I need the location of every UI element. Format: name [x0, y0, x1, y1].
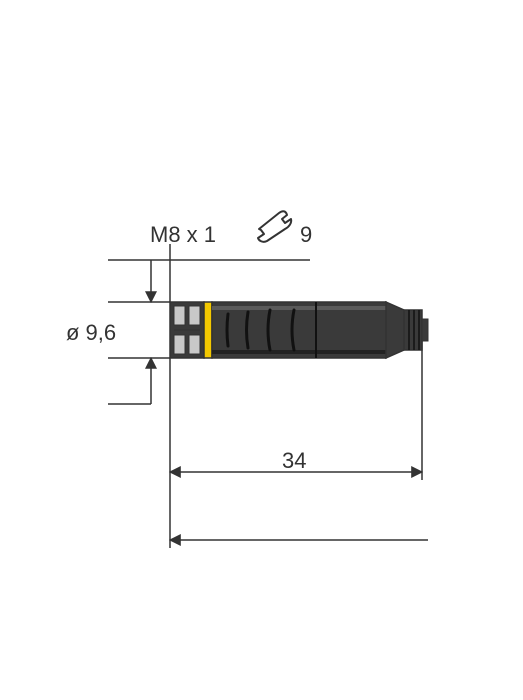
wrench-size-label: 9	[300, 222, 312, 248]
thread-label: M8 x 1	[150, 222, 216, 248]
wrench-icon	[258, 211, 291, 242]
connector-illustration	[170, 302, 428, 358]
length-label: 34	[282, 448, 306, 474]
drawing-svg	[0, 0, 523, 700]
diameter-label: ø 9,6	[66, 320, 116, 346]
diagram-canvas: { "type": "engineering-dimension-drawing…	[0, 0, 523, 700]
